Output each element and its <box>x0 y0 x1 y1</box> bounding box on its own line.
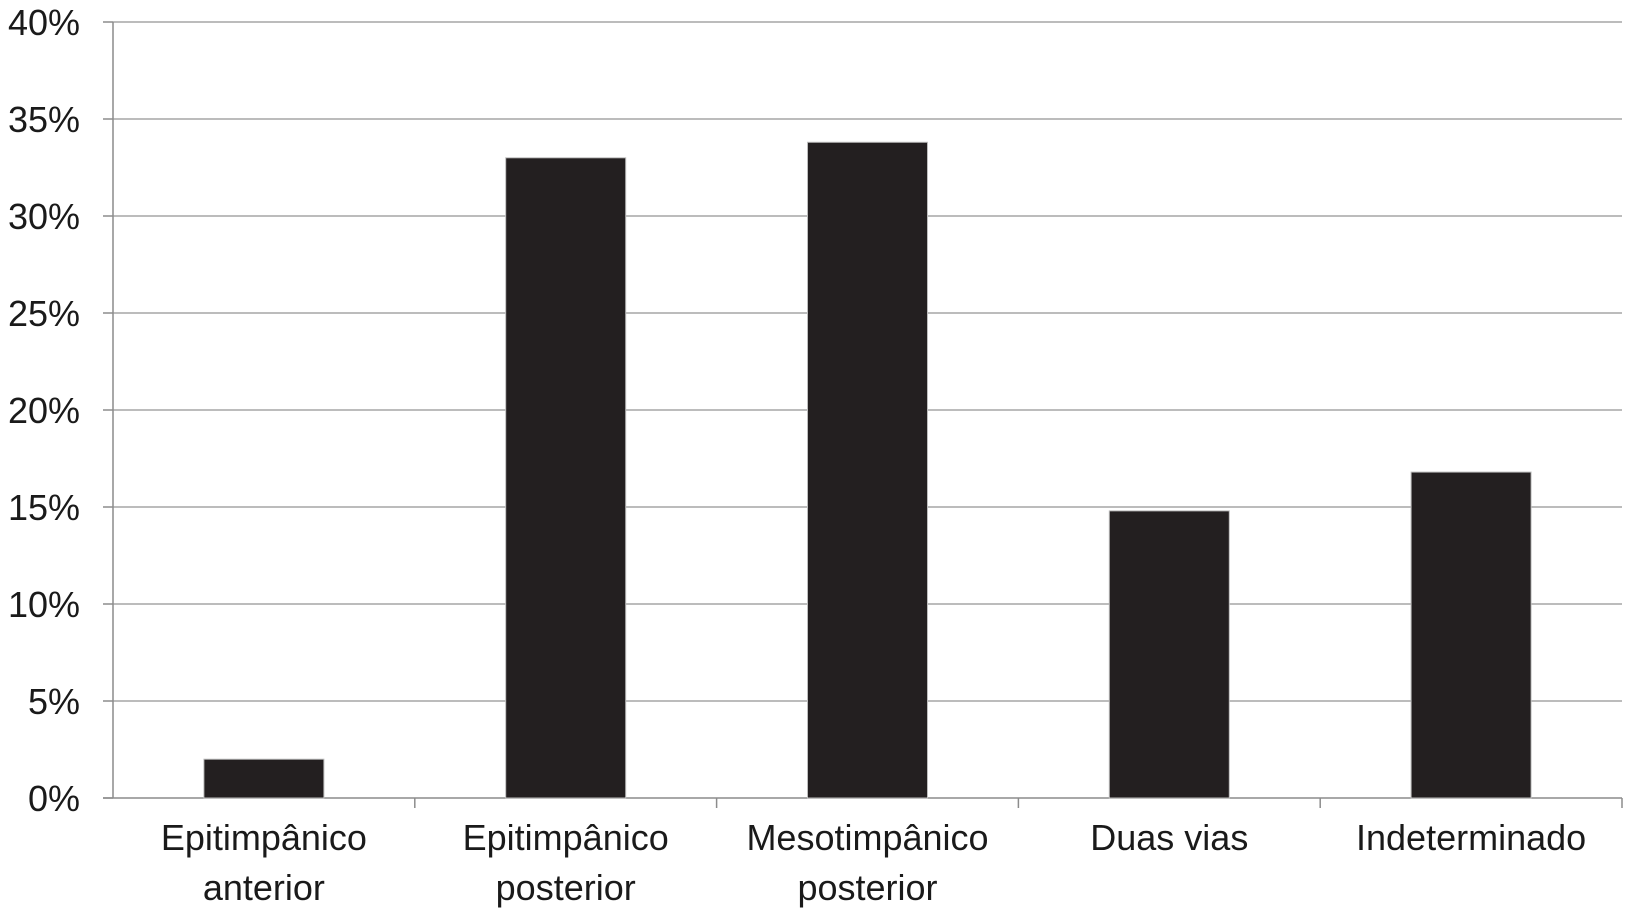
x-category-label-line: Epitimpânico <box>161 817 367 858</box>
bars <box>203 141 1532 799</box>
x-category-label-line: posterior <box>797 867 937 908</box>
y-tick-label: 5% <box>28 681 80 722</box>
x-category-label: Epitimpânico posterior <box>463 817 669 908</box>
x-category-label: Epitimpânico anterior <box>161 817 367 908</box>
x-category-label-line: Duas vias <box>1090 817 1248 858</box>
x-category-label-line: Epitimpânico <box>463 817 669 858</box>
y-tick-label: 10% <box>8 584 80 625</box>
y-tick-label: 25% <box>8 293 80 334</box>
y-tick-labels: 0% 5% 10% 15% 20% 25% 30% 35% 40% <box>8 2 80 819</box>
bar <box>807 141 928 799</box>
x-category-labels: Epitimpânico anterior Epitimpânico posterio… <box>161 817 1586 908</box>
bar <box>505 157 627 799</box>
x-category-label: Duas vias <box>1090 817 1248 858</box>
x-category-label-line: Mesotimpânico <box>746 817 988 858</box>
y-tick-label: 40% <box>8 2 80 43</box>
y-tick-label: 35% <box>8 99 80 140</box>
x-category-label-line: Indeterminado <box>1356 817 1586 858</box>
x-category-label-line: posterior <box>496 867 636 908</box>
x-category-label-line: anterior <box>203 867 325 908</box>
y-tick-label: 30% <box>8 196 80 237</box>
y-tick-label: 20% <box>8 390 80 431</box>
x-category-label: Indeterminado <box>1356 817 1586 858</box>
bar <box>1108 510 1230 799</box>
x-category-label: Mesotimpânico posterior <box>746 817 988 908</box>
y-tick-label: 0% <box>28 778 80 819</box>
bar <box>203 758 325 799</box>
bar <box>1410 471 1532 799</box>
y-tick-label: 15% <box>8 487 80 528</box>
